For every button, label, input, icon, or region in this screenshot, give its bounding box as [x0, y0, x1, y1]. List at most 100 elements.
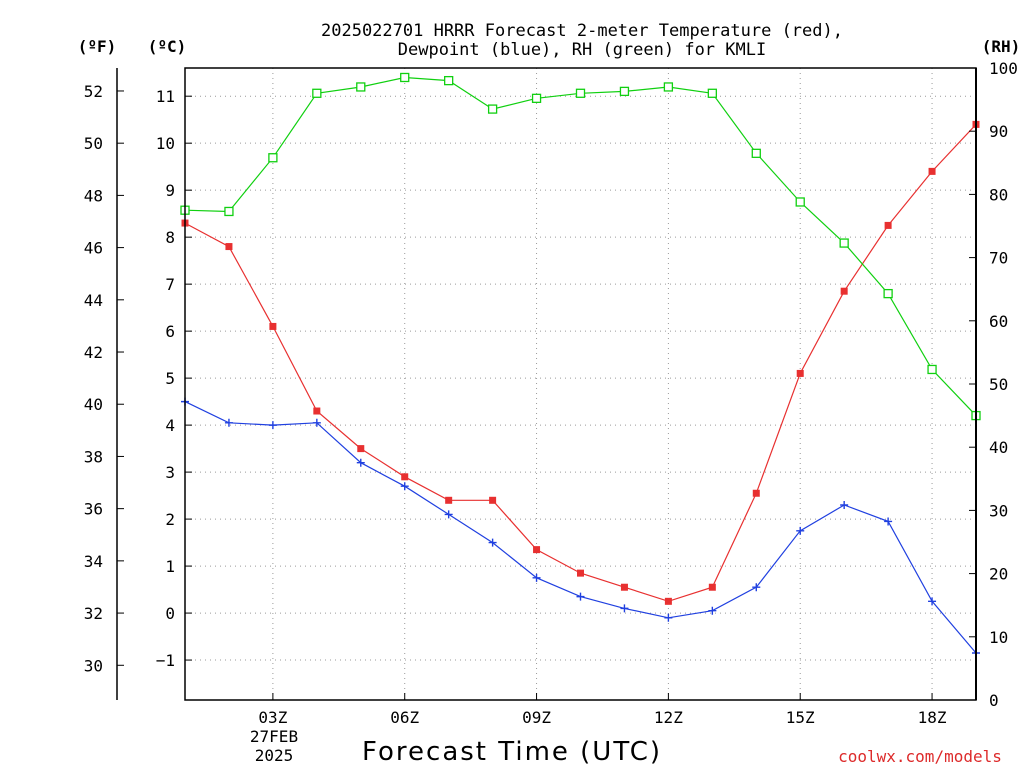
c-axis-tick-label: 10 [156, 134, 175, 153]
rh-point [619, 86, 630, 97]
rh-axis-tick-label: 30 [989, 501, 1008, 520]
rh-axis-tick-label: 0 [989, 691, 999, 710]
x-axis-title: Forecast Time (UTC) [362, 737, 662, 767]
x-axis-tick-label: 03Z [258, 708, 287, 727]
rh-point [312, 88, 322, 98]
c-axis-tick-label: 5 [165, 369, 175, 388]
f-axis-tick-label: 46 [84, 239, 103, 258]
dewpoint-point [576, 592, 585, 601]
rh-axis-tick-label: 20 [989, 565, 1008, 584]
rh-point [356, 82, 366, 92]
x-axis-tick-label: 18Z [918, 708, 947, 727]
f-axis-tick-label: 36 [84, 500, 103, 519]
dewpoint-point [708, 606, 717, 615]
f-axis-tick-label: 34 [84, 552, 103, 571]
c-axis-tick-label: 8 [165, 228, 175, 247]
temperature-line [184, 123, 977, 602]
x-date-line2: 2025 [255, 746, 294, 765]
rh-point [487, 104, 498, 114]
grid-lines [185, 68, 976, 700]
f-axis-tick-label: 32 [84, 604, 103, 623]
x-axis-tick-label: 09Z [522, 708, 551, 727]
temperature-series [181, 120, 980, 605]
c-axis-tick-label: 1 [165, 557, 175, 576]
dewpoint-series [181, 397, 980, 658]
temperature-point [401, 473, 409, 481]
series-layer [180, 72, 981, 658]
temperature-point [752, 489, 760, 497]
f-axis-tick-label: 40 [84, 395, 103, 414]
chart-title-line2: Dewpoint (blue), RH (green) for KMLI [398, 40, 766, 60]
f-axis-tick-label: 50 [84, 134, 103, 153]
rh-axis-tick-label: 60 [989, 312, 1008, 331]
temperature-point [489, 496, 497, 504]
rh-point [531, 93, 542, 103]
chart-title-line1: 2025022701 HRRR Forecast 2-meter Tempera… [321, 21, 843, 41]
axis-layer: −101234567891011303234363840424446485052… [84, 59, 1018, 727]
rh-point [795, 197, 805, 207]
temperature-point [269, 322, 277, 330]
rh-point [575, 88, 586, 98]
dewpoint-point [532, 573, 541, 582]
rh-point [707, 88, 717, 98]
dewpoint-point [268, 421, 277, 430]
rh-axis-tick-label: 50 [989, 375, 1008, 394]
rh-point [224, 206, 234, 217]
dewpoint-point [796, 526, 805, 535]
dewpoint-point [224, 418, 233, 427]
rh-axis-label: (RH) [982, 37, 1021, 56]
f-axis-tick-label: 44 [84, 291, 103, 310]
c-axis-tick-label: 7 [165, 275, 175, 294]
rh-point [400, 72, 410, 83]
rh-axis-tick-label: 10 [989, 628, 1008, 647]
dewpoint-point [356, 458, 365, 467]
temperature-point [620, 583, 628, 591]
x-axis-tick-label: 15Z [786, 708, 815, 727]
dewpoint-point [488, 538, 497, 547]
c-axis-label: (ºC) [148, 37, 187, 56]
c-axis-tick-label: 11 [156, 87, 175, 106]
temperature-point [225, 243, 233, 251]
rh-point [268, 153, 278, 163]
temperature-point [577, 569, 584, 577]
x-axis-tick-label: 12Z [654, 708, 683, 727]
rh-axis-tick-label: 40 [989, 438, 1008, 457]
dewpoint-point [620, 604, 629, 613]
c-axis-tick-label: 2 [165, 510, 175, 529]
rh-axis-tick-label: 90 [989, 122, 1008, 141]
temperature-point [796, 369, 804, 377]
f-axis-tick-label: 30 [84, 656, 103, 675]
temperature-point [928, 167, 936, 175]
rh-line [184, 76, 977, 417]
x-date-line1: 27FEB [250, 727, 298, 746]
rh-axis-tick-label: 80 [989, 185, 1008, 204]
f-axis-tick-label: 42 [84, 343, 103, 362]
rh-point [444, 75, 454, 86]
temperature-point [708, 583, 716, 591]
dewpoint-point [312, 418, 321, 427]
c-axis-tick-label: 6 [165, 322, 175, 341]
c-axis-tick-label: −1 [156, 651, 175, 670]
dewpoint-point [752, 583, 761, 592]
rh-axis-tick-label: 70 [989, 249, 1008, 268]
dewpoint-point [400, 482, 409, 491]
dewpoint-point [444, 510, 453, 519]
dewpoint-point [928, 597, 937, 606]
c-axis-tick-label: 4 [165, 416, 175, 435]
c-axis-tick-label: 3 [165, 463, 175, 482]
rh-point [883, 288, 893, 299]
f-axis-tick-label: 48 [84, 186, 103, 205]
dewpoint-point [664, 613, 673, 622]
rh-axis-tick-label: 100 [989, 59, 1018, 78]
rh-point [751, 148, 761, 158]
rh-point [839, 238, 849, 248]
f-axis-label: (ºF) [78, 37, 117, 56]
temperature-point [664, 597, 672, 605]
c-axis-tick-label: 9 [165, 181, 175, 200]
f-axis-tick-label: 52 [84, 82, 103, 101]
f-axis-tick-label: 38 [84, 447, 103, 466]
rh-point [927, 364, 937, 375]
dewpoint-line [184, 401, 977, 654]
c-axis-tick-label: 0 [165, 604, 175, 623]
